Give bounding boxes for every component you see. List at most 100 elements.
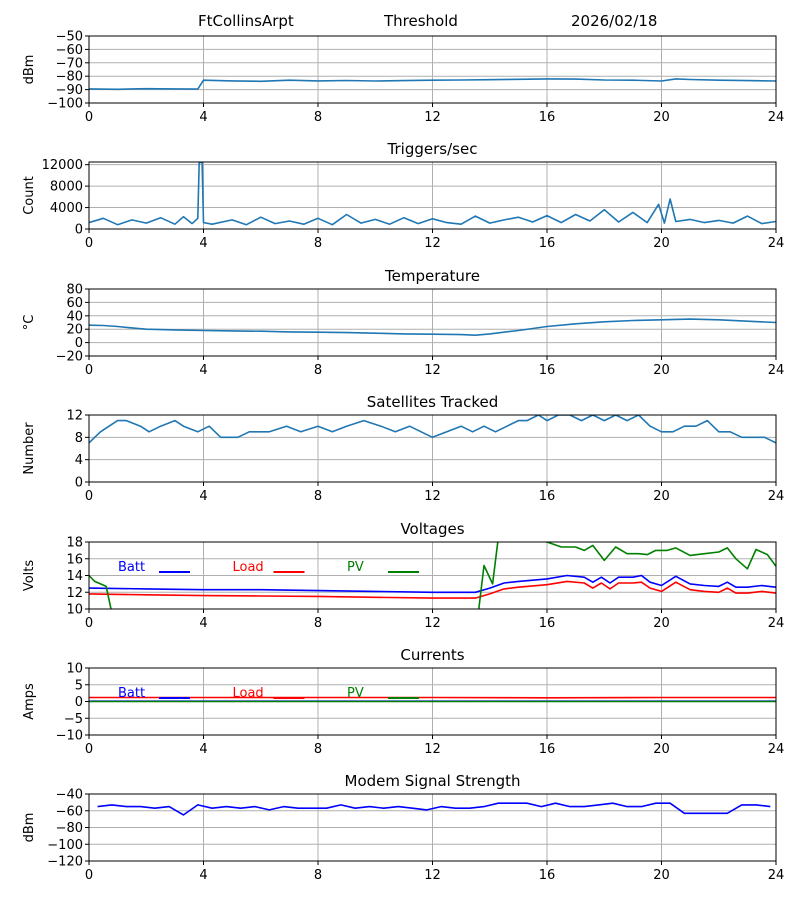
y-axis-label: °C (22, 315, 37, 331)
y-tick-label: −50 (56, 30, 83, 45)
y-tick-label: −100 (47, 97, 83, 112)
x-tick-label: 24 (768, 363, 785, 378)
y-tick-label: −70 (56, 56, 83, 71)
x-tick-label: 8 (314, 868, 322, 883)
chart-title: Voltages (400, 520, 464, 538)
panel-triggers: 0 4 8 12 16 20 24 0 4000 8000 12000 Triggers/sec Cou… (22, 140, 784, 251)
x-tick-label: 16 (539, 868, 556, 883)
x-tick-label: 4 (199, 616, 207, 631)
y-tick-label: −90 (56, 83, 83, 98)
y-tick-label: 12 (66, 409, 83, 424)
x-tick-label: 20 (653, 868, 670, 883)
y-axis-label: dBm (22, 55, 37, 85)
y-tick-label: −5 (64, 712, 83, 727)
y-tick-label: 0 (75, 695, 83, 710)
y-tick-label: −80 (56, 821, 83, 836)
x-tick-label: 16 (539, 616, 556, 631)
x-tick-label: 24 (768, 110, 785, 125)
x-tick-label: 24 (768, 616, 785, 631)
y-tick-label: −80 (56, 70, 83, 85)
x-tick-label: 4 (199, 110, 207, 125)
x-tick-label: 16 (539, 110, 556, 125)
series-line-satellites (89, 415, 776, 444)
y-tick-label: −10 (56, 729, 83, 744)
x-tick-label: 16 (539, 489, 556, 504)
x-tick-label: 16 (539, 742, 556, 757)
x-tick-label: 4 (199, 742, 207, 757)
chart-title: Temperature (384, 267, 480, 285)
y-tick-label: −120 (47, 855, 83, 870)
x-tick-label: 4 (199, 489, 207, 504)
x-tick-label: 8 (314, 363, 322, 378)
y-tick-label: −60 (56, 804, 83, 819)
y-tick-label: 12 (66, 586, 83, 601)
x-tick-label: 20 (653, 489, 670, 504)
y-tick-label: 16 (66, 552, 83, 567)
panel-satellites: 0 4 8 12 16 20 24 0 4 8 12 Satellites Tracked Number (22, 393, 784, 504)
y-tick-label: 0 (75, 476, 83, 491)
series-line-pv (89, 542, 776, 609)
x-tick-label: 0 (85, 616, 93, 631)
x-tick-label: 4 (199, 236, 207, 251)
series-line-load (89, 580, 776, 599)
y-tick-label: 60 (66, 296, 83, 311)
x-tick-label: 12 (424, 868, 441, 883)
y-tick-label: −40 (56, 788, 83, 803)
x-tick-label: 12 (424, 489, 441, 504)
x-tick-label: 16 (539, 236, 556, 251)
station-name: FtCollinsArpt (198, 12, 294, 30)
chart-title: Satellites Tracked (367, 393, 498, 411)
x-tick-label: 4 (199, 868, 207, 883)
x-tick-label: 8 (314, 489, 322, 504)
y-tick-label: 4 (75, 453, 83, 468)
y-tick-label: 8000 (50, 180, 83, 195)
chart-title: Currents (400, 646, 464, 664)
x-tick-label: 20 (653, 236, 670, 251)
x-tick-label: 20 (653, 110, 670, 125)
legend-label-batt: Batt (118, 686, 145, 701)
x-tick-label: 0 (85, 236, 93, 251)
y-axis-label: Count (22, 176, 37, 215)
x-tick-label: 20 (653, 363, 670, 378)
y-axis-label: Amps (22, 683, 37, 720)
mode-label: Threshold (384, 12, 458, 30)
y-tick-label: 0 (75, 223, 83, 238)
x-tick-label: 8 (314, 110, 322, 125)
x-tick-label: 24 (768, 868, 785, 883)
x-tick-label: 12 (424, 110, 441, 125)
x-tick-label: 24 (768, 489, 785, 504)
y-tick-label: −20 (56, 350, 83, 365)
y-axis-label: Volts (22, 560, 37, 592)
y-tick-label: 10 (66, 662, 83, 677)
y-tick-label: 5 (75, 678, 83, 693)
x-tick-label: 0 (85, 742, 93, 757)
panel-threshold: 0 4 8 12 16 20 24 −100−90−80−70−60−50 dBm (22, 30, 784, 126)
legend-label-batt: Batt (118, 560, 145, 575)
y-axis-label: Number (22, 422, 37, 475)
date-label: 2026/02/18 (571, 12, 658, 30)
x-tick-label: 24 (768, 742, 785, 757)
series-line-temperature (89, 318, 776, 337)
y-tick-label: 8 (75, 431, 83, 446)
x-tick-label: 8 (314, 616, 322, 631)
x-tick-label: 8 (314, 236, 322, 251)
chart-title: Modem Signal Strength (345, 772, 521, 790)
y-tick-label: 4000 (50, 201, 83, 216)
x-tick-label: 12 (424, 742, 441, 757)
x-tick-label: 4 (199, 363, 207, 378)
x-tick-label: 16 (539, 363, 556, 378)
x-tick-label: 8 (314, 742, 322, 757)
y-tick-label: 12000 (42, 158, 83, 173)
x-tick-label: 0 (85, 489, 93, 504)
legend-label-pv: PV (347, 560, 364, 575)
y-tick-label: 0 (75, 336, 83, 351)
panel-modem: 0 4 8 12 16 20 24 −120 −100 −80 −60−40 Modem Signal… (22, 772, 784, 883)
y-axis-label: dBm (22, 813, 37, 843)
y-tick-label: 40 (66, 309, 83, 324)
x-tick-label: 0 (85, 363, 93, 378)
x-tick-label: 24 (768, 236, 785, 251)
